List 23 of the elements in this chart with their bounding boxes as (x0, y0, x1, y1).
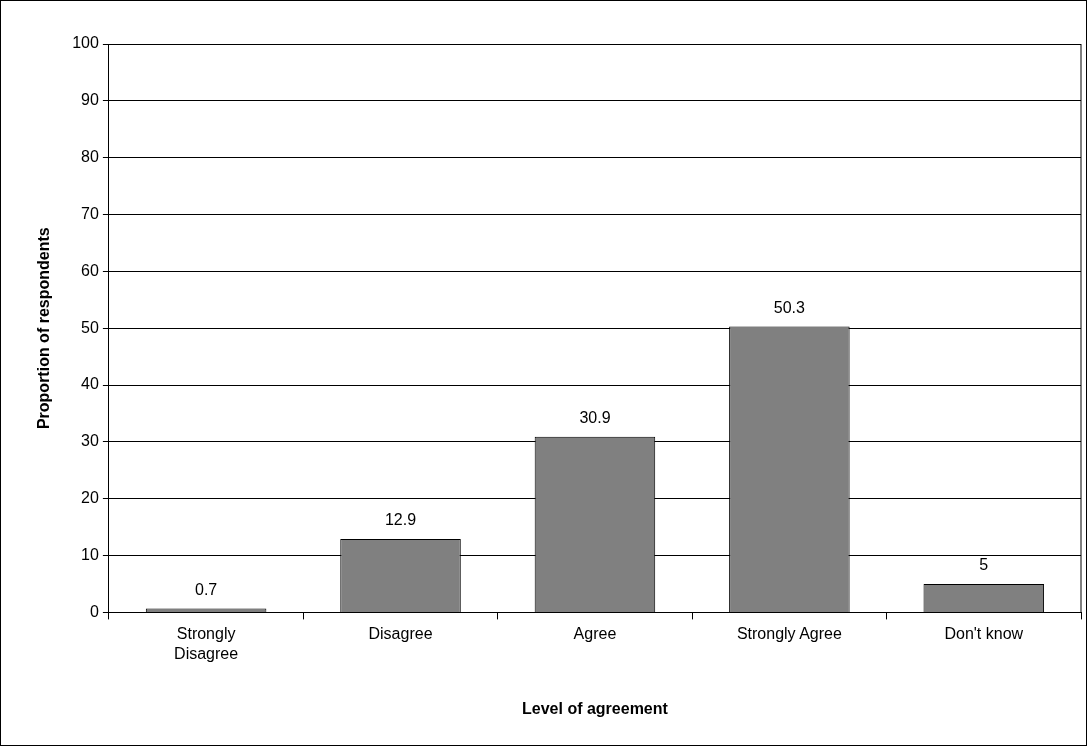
y-tick-label: 10 (81, 545, 99, 563)
x-tick-label: Don't know (944, 625, 1024, 643)
y-tick-label: 30 (81, 432, 99, 450)
y-tick-label: 0 (89, 602, 99, 620)
y-tick-label: 80 (81, 148, 99, 166)
x-tick-label: Agree (573, 625, 617, 643)
y-tick-label: 20 (81, 489, 99, 507)
y-tick-label: 100 (72, 34, 99, 52)
data-label: 0.7 (194, 580, 218, 598)
x-tick-label: Disagree (368, 625, 433, 643)
data-label: 12.9 (384, 511, 417, 529)
y-tick-label: 50 (81, 318, 99, 336)
data-label: 30.9 (579, 409, 611, 427)
y-tick-label: 60 (81, 261, 99, 279)
data-label: 50.3 (773, 298, 806, 316)
x-axis-title: Level of agreement (522, 699, 669, 717)
x-tick-label: Strongly Agree (736, 625, 842, 643)
y-axis-title: Proportion of respondents (35, 227, 53, 430)
y-tick-label: 70 (81, 204, 99, 222)
data-label: 5 (979, 556, 989, 574)
y-tick-label: 90 (81, 91, 99, 109)
x-tick-label: Strongly Disagree (174, 625, 239, 662)
y-tick-label: 40 (81, 375, 99, 393)
